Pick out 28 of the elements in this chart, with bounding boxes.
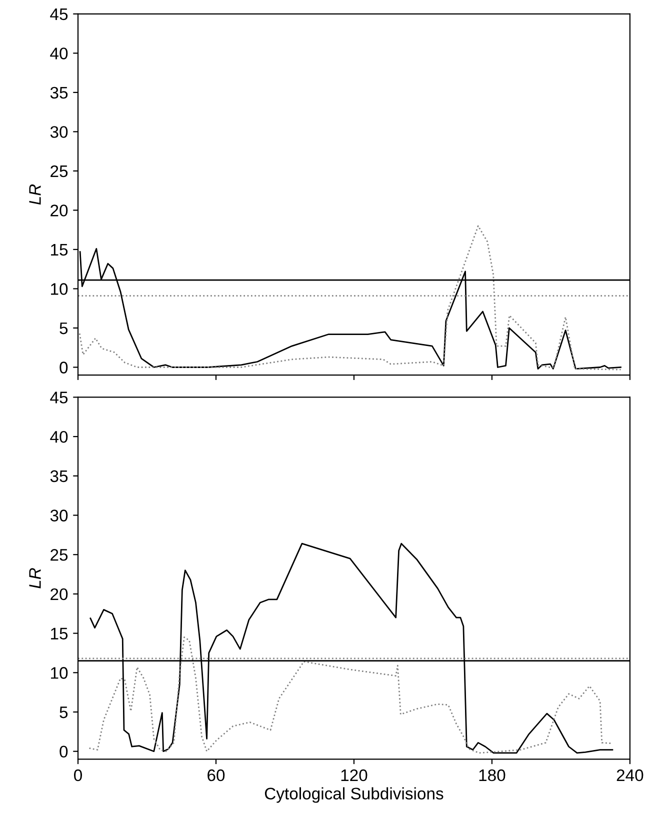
y-tick-label: 30 [50,510,68,522]
x-tick-label: 0 [74,769,82,782]
y-tick-label: 35 [50,470,68,482]
y-tick-label: 20 [50,588,68,600]
x-tick-label: 120 [341,769,368,782]
y-tick-label: 30 [50,126,68,138]
y-tick-label: 15 [51,628,68,640]
y-tick-label: 10 [51,667,68,679]
y-tick-label: 45 [50,8,68,20]
y-tick-label: 40 [50,48,68,60]
y-tick-label: 35 [50,86,68,99]
y-tick-label: 5 [60,322,68,334]
y-tick-label: 15 [51,244,68,256]
y-axis-title: LR [29,184,41,205]
y-tick-label: 25 [50,165,68,178]
x-axis-title: Cytological Subdivisions [264,787,444,803]
y-tick-label: 0 [60,362,68,374]
y-tick-label: 5 [60,706,68,718]
y-tick-label: 45 [50,392,68,404]
y-tick-label: 40 [50,430,68,443]
x-tick-label: 180 [479,769,506,782]
y-axis-title: LR [29,568,41,588]
y-tick-label: 20 [50,204,68,216]
y-tick-label: 25 [50,549,68,561]
y-tick-label: 10 [51,283,68,295]
x-tick-label: 240 [616,769,644,782]
y-tick-label: 0 [60,746,68,758]
x-tick-label: 60 [208,769,225,782]
